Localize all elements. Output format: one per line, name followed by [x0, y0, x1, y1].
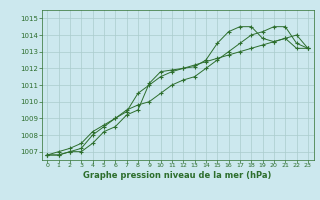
X-axis label: Graphe pression niveau de la mer (hPa): Graphe pression niveau de la mer (hPa) — [84, 171, 272, 180]
